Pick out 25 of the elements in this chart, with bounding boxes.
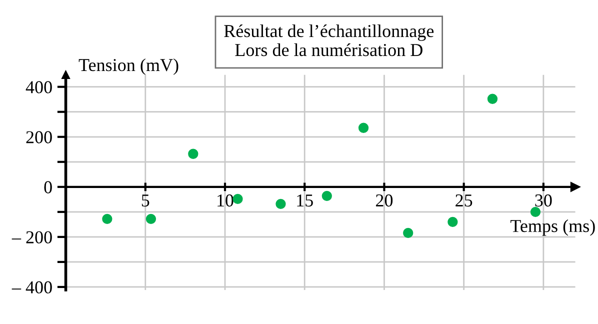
x-tick-label: 15 [297, 194, 313, 207]
x-tick-label: 5 [142, 194, 150, 207]
x-tick-label: 20 [376, 194, 393, 207]
point [102, 214, 112, 224]
point [403, 228, 414, 238]
point [487, 94, 498, 104]
y-axis-title: Tension (mV) [78, 58, 178, 75]
point [188, 148, 198, 159]
chart-title: Résultat de l’échantillonnage Lors de la numérisation D [224, 24, 434, 56]
point [276, 198, 286, 210]
y-tick-label: 0 [44, 181, 52, 194]
point [322, 190, 332, 202]
x-tick-label: 25 [456, 194, 472, 207]
point [146, 214, 156, 224]
x-tick-label: 30 [535, 194, 552, 207]
point [232, 194, 243, 204]
point [530, 206, 541, 218]
y-tick-label: – 200 [12, 231, 52, 244]
point [448, 216, 458, 228]
y-tick-label: – 400 [12, 281, 52, 294]
x-tick-label: 10 [218, 194, 234, 207]
x-axis-title: Temps (ms) [510, 219, 595, 236]
y-tick-label: 400 [26, 81, 52, 94]
point [358, 122, 369, 133]
y-tick-label: 200 [26, 131, 52, 144]
